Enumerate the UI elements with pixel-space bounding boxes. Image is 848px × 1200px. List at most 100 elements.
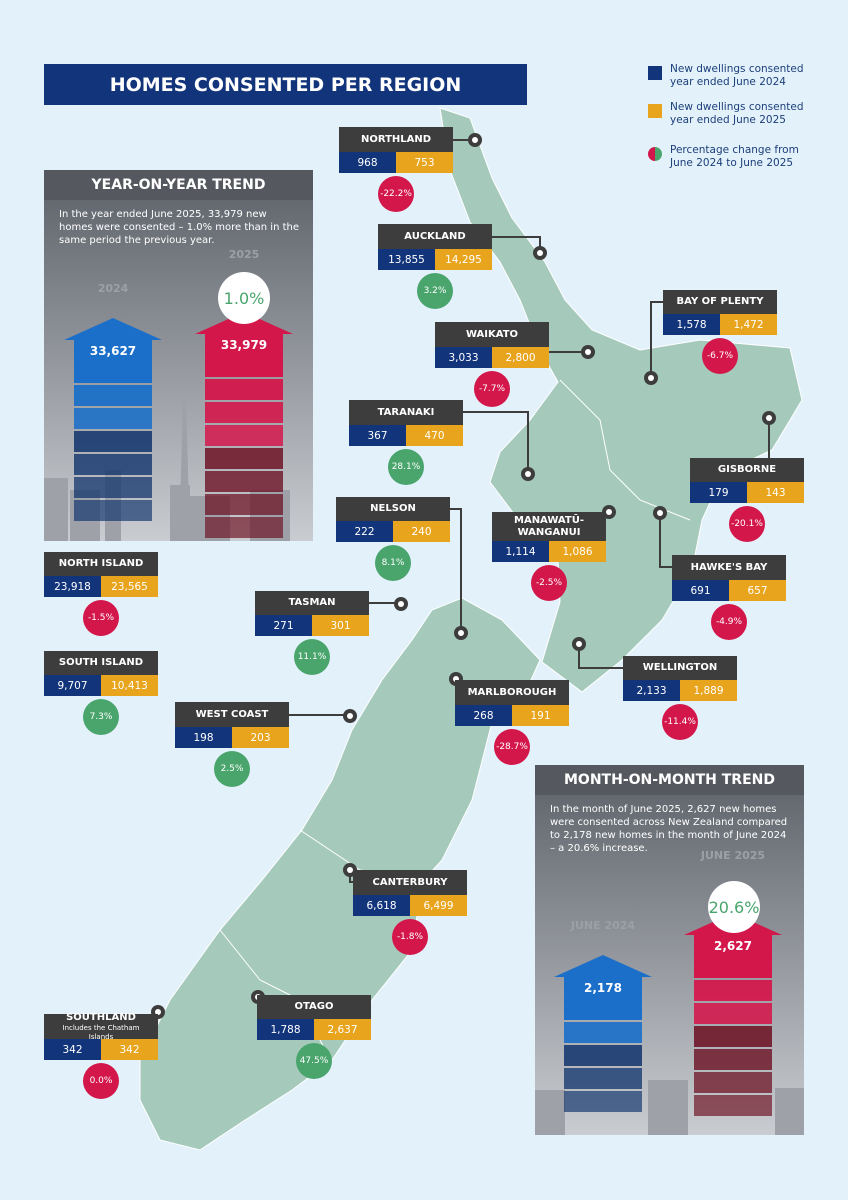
house-label: JUNE 2024 <box>570 919 636 932</box>
house-floor <box>205 494 283 515</box>
change-circle: 47.5% <box>296 1043 332 1079</box>
house-floor <box>564 1022 642 1043</box>
connector <box>462 411 529 474</box>
value-2025: 203 <box>232 727 289 748</box>
change-circle: -2.5% <box>531 565 567 601</box>
region-name: TASMAN <box>288 597 336 608</box>
house-floor <box>205 425 283 446</box>
house-floor <box>564 1091 642 1112</box>
pin-center <box>347 713 353 719</box>
region-header: WEST COAST <box>175 702 289 727</box>
house-label: 2024 <box>98 282 129 295</box>
pin-center <box>585 349 591 355</box>
house-floor <box>694 1095 772 1116</box>
house-floor <box>694 1072 772 1093</box>
region-name: WEST COAST <box>195 708 269 720</box>
house-floor <box>205 379 283 400</box>
south-island <box>139 597 541 1151</box>
region-header: OTAGO <box>257 995 371 1019</box>
value-2024: 342 <box>44 1039 101 1060</box>
value-2024: 222 <box>336 521 393 542</box>
value-2024: 268 <box>455 705 512 726</box>
change-circle: -11.4% <box>662 704 698 740</box>
region-name: MANAWATŪ-WANGANUI <box>514 514 584 538</box>
region-header: HAWKE'S BAY <box>672 555 786 580</box>
region-header: MARLBOROUGH <box>455 680 569 705</box>
skyline <box>535 1090 565 1135</box>
region-header: MANAWATŪ-WANGANUI <box>492 512 606 541</box>
house-label: 2025 <box>229 248 260 261</box>
change-circle <box>708 881 760 933</box>
connector <box>492 236 541 253</box>
pin-center <box>657 510 663 516</box>
region-header: GISBORNE <box>690 458 804 482</box>
legend-swatch <box>648 147 662 161</box>
house-floor <box>205 471 283 492</box>
change-circle: 8.1% <box>375 545 411 581</box>
house-floor <box>205 402 283 423</box>
house-label: JUNE 2025 <box>700 849 765 862</box>
house-top <box>564 977 642 999</box>
pin-center <box>606 509 612 515</box>
value-2024: 9,707 <box>44 675 101 696</box>
pin-center <box>766 415 772 421</box>
value-2025: 240 <box>393 521 450 542</box>
region-header: AUCKLAND <box>378 224 492 249</box>
change-circle: -22.2% <box>378 176 414 212</box>
connector <box>578 644 623 669</box>
pin-center <box>576 641 582 647</box>
legend-swatch <box>648 66 662 80</box>
change-circle: -6.7% <box>702 338 738 374</box>
region-border <box>559 379 691 521</box>
house-floor <box>694 1026 772 1047</box>
value-2025: 2,637 <box>314 1019 371 1040</box>
house-value: 33,627 <box>90 344 136 358</box>
house-floor <box>74 477 152 498</box>
change-circle: -1.8% <box>392 919 428 955</box>
region-header: SOUTH ISLAND <box>44 651 158 675</box>
house-floor <box>694 1003 772 1024</box>
value-2025: 6,499 <box>410 895 467 916</box>
region-name: OTAGO <box>294 1001 334 1012</box>
house-floor <box>205 517 283 538</box>
region-name: NORTH ISLAND <box>58 558 144 569</box>
value-2025: 470 <box>406 425 463 446</box>
house-value: 2,178 <box>584 981 622 995</box>
pin-center <box>458 630 464 636</box>
tower <box>179 400 190 541</box>
value-2025: 14,295 <box>435 249 492 270</box>
connector <box>659 513 672 568</box>
house-floor <box>74 362 152 383</box>
region-header: SOUTHLAND Includes the Chatham Islands <box>44 1011 158 1041</box>
change-circle: -4.9% <box>711 604 747 640</box>
connector <box>650 301 663 378</box>
region-header: TASMAN <box>255 591 369 615</box>
region-name: MARLBOROUGH <box>467 686 557 698</box>
legend-label: Percentage change from June 2024 to June… <box>670 144 799 169</box>
change-circle: -1.5% <box>83 600 119 636</box>
value-2024: 1,578 <box>663 314 720 335</box>
value-2024: 968 <box>339 152 396 173</box>
house-top <box>205 334 283 356</box>
house-floor <box>205 356 283 377</box>
house-floor <box>694 957 772 978</box>
house-floor <box>74 408 152 429</box>
region-name: NORTHLAND <box>360 133 432 145</box>
pin-center <box>525 471 531 477</box>
change-circle: -28.7% <box>494 729 530 765</box>
house-top <box>74 340 152 362</box>
value-2025: 1,086 <box>549 541 606 562</box>
region-header: NORTH ISLAND <box>44 552 158 576</box>
value-2025: 753 <box>396 152 453 173</box>
house-floor <box>564 999 642 1020</box>
value-2024: 691 <box>672 580 729 601</box>
value-2024: 1,788 <box>257 1019 314 1040</box>
value-2024: 1,114 <box>492 541 549 562</box>
value-2025: 657 <box>729 580 786 601</box>
house-floor <box>74 385 152 406</box>
region-name: NELSON <box>370 503 416 514</box>
region-name: SOUTHLAND <box>66 1011 136 1023</box>
value-2024: 6,618 <box>353 895 410 916</box>
house-floor <box>74 454 152 475</box>
